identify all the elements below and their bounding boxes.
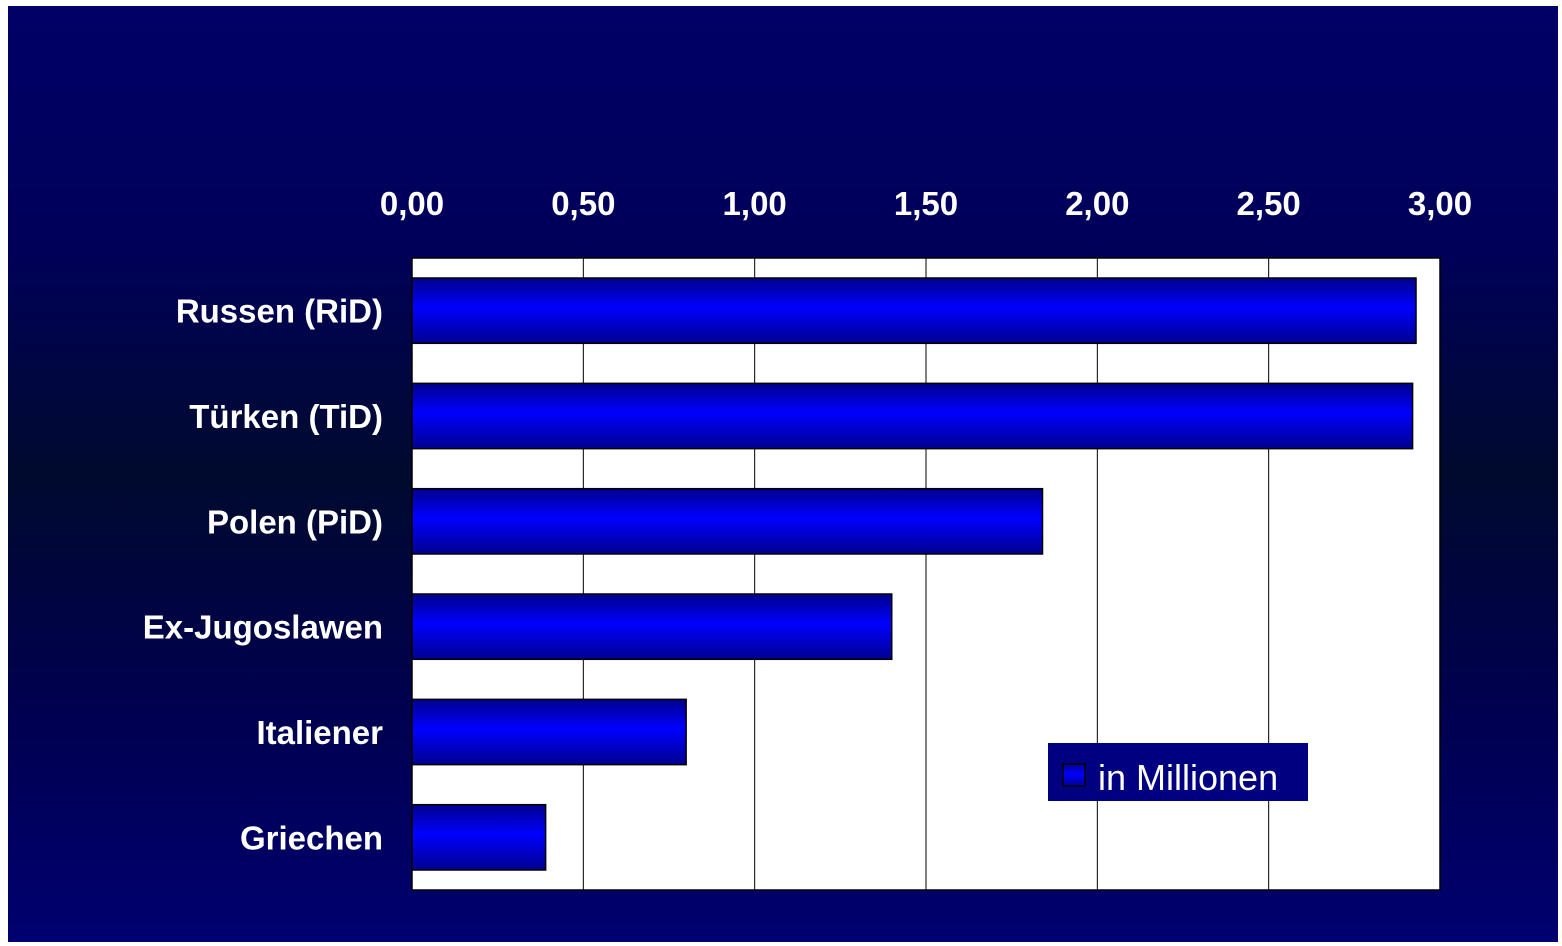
category-label: Russen (RiD) xyxy=(176,293,383,330)
category-label: Polen (PiD) xyxy=(207,503,383,540)
bars xyxy=(411,277,1417,871)
x-tick-label: 0,50 xyxy=(551,185,615,222)
legend-label: in Millionen xyxy=(1098,757,1278,798)
category-labels: Russen (RiD) Türken (TiD) Polen (PiD) Ex-Ju… xyxy=(143,293,383,857)
x-tick-label: 2,50 xyxy=(1237,185,1301,222)
category-label: Italiener xyxy=(256,714,383,751)
x-axis-tick-labels: 0,00 0,50 1,00 1,50 2,00 2,50 3,00 xyxy=(380,185,1472,222)
category-label: Griechen xyxy=(240,819,383,856)
legend-swatch xyxy=(1062,763,1086,787)
bar xyxy=(411,382,1414,450)
legend: in Millionen xyxy=(1048,743,1308,801)
bar xyxy=(411,803,547,871)
bar xyxy=(411,698,687,766)
x-tick-label: 1,50 xyxy=(894,185,958,222)
bar xyxy=(411,593,893,661)
bar xyxy=(411,277,1417,345)
x-tick-label: 3,00 xyxy=(1408,185,1472,222)
legend-box xyxy=(1048,743,1308,801)
x-tick-label: 2,00 xyxy=(1065,185,1129,222)
x-tick-label: 1,00 xyxy=(723,185,787,222)
bar xyxy=(411,487,1044,555)
x-tick-label: 0,00 xyxy=(380,185,444,222)
category-label: Türken (TiD) xyxy=(189,398,383,435)
category-label: Ex-Jugoslawen xyxy=(143,609,383,646)
